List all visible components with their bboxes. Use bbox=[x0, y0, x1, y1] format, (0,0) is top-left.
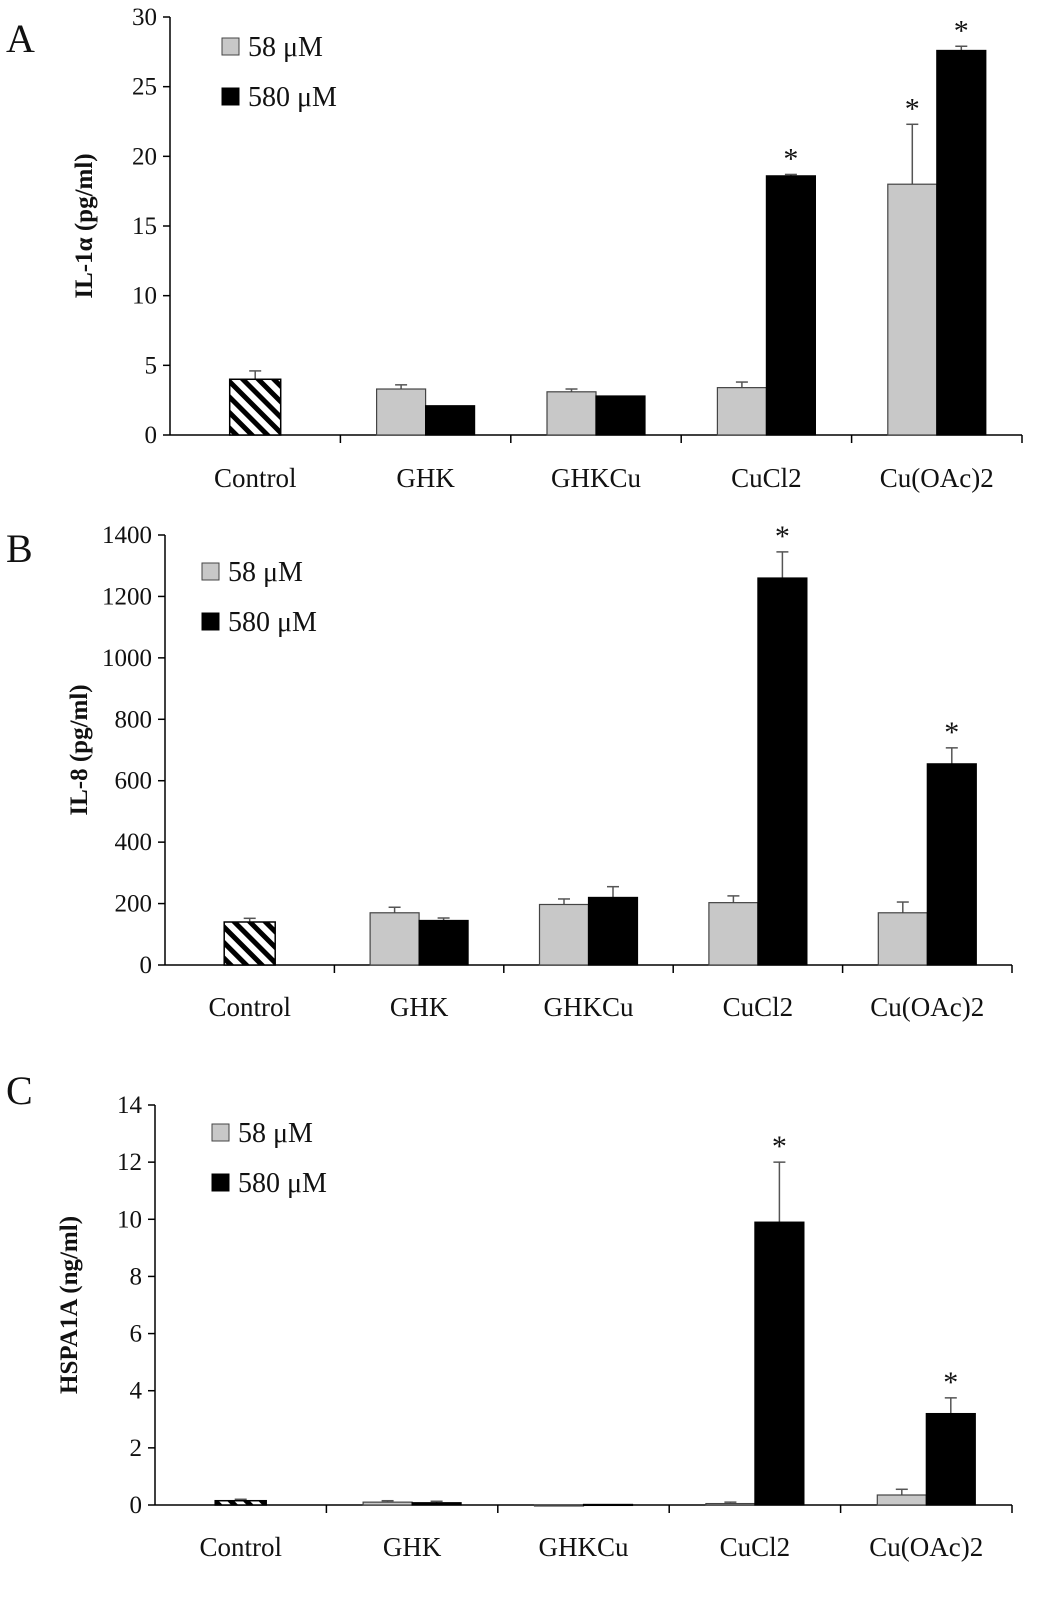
legend-swatch-580uM bbox=[221, 87, 240, 106]
y-tick-label: 4 bbox=[130, 1378, 143, 1405]
bar-control bbox=[228, 378, 282, 436]
bar-58uM bbox=[369, 912, 420, 966]
panel-a: A 0 5 10 15 20 25 30 IL-1α (pg/ml) Control GHK GHKC… bbox=[0, 0, 1050, 520]
y-tick-label: 5 bbox=[145, 352, 158, 379]
legend: 58 μM 580 μM bbox=[221, 32, 337, 113]
bar-580uM bbox=[411, 1502, 462, 1506]
x-category-label: GHKCu bbox=[543, 992, 634, 1022]
y-tick-label: 0 bbox=[145, 422, 158, 449]
legend: 58 μM 580 μM bbox=[201, 557, 317, 638]
bar-control bbox=[214, 1499, 267, 1506]
x-category-label: Cu(OAc)2 bbox=[880, 463, 994, 493]
y-tick-label: 12 bbox=[117, 1149, 142, 1176]
bar-58uM bbox=[533, 1504, 585, 1507]
bar-58uM bbox=[877, 912, 928, 966]
legend-swatch-580uM bbox=[201, 612, 220, 631]
y-tick-label: 0 bbox=[140, 952, 153, 979]
y-tick-label: 10 bbox=[117, 1206, 142, 1233]
bar-58uM bbox=[538, 903, 590, 966]
x-category-label: Control bbox=[199, 1532, 282, 1562]
il1a-chart: A 0 5 10 15 20 25 30 IL-1α (pg/ml) Control GHK GHKC… bbox=[6, 4, 1023, 493]
legend-swatch-58uM bbox=[201, 562, 220, 581]
hspa1a-chart: C 0 2 4 6 8 10 12 14 HSPA1A (ng/ml) Control GHK GHKC… bbox=[6, 1068, 1013, 1562]
il8-chart: B 0 200 400 600 800 1000 1200 1400 IL-8 (pg/ml) Co… bbox=[6, 520, 1013, 1022]
y-tick-label: 10 bbox=[132, 283, 157, 310]
legend-swatch-58uM bbox=[211, 1123, 230, 1142]
y-tick-label: 30 bbox=[132, 4, 157, 31]
bar-58uM bbox=[887, 183, 938, 436]
bar-control bbox=[223, 921, 276, 966]
y-tick-label: 2 bbox=[130, 1435, 143, 1462]
bar-58uM bbox=[546, 391, 597, 436]
bar-58uM bbox=[362, 1501, 413, 1506]
x-category-label: Control bbox=[208, 992, 291, 1022]
significance-star: * bbox=[783, 142, 798, 175]
y-tick-label: 200 bbox=[115, 891, 153, 918]
y-tick-label: 1000 bbox=[102, 645, 152, 672]
y-tick-label: 15 bbox=[132, 213, 157, 240]
legend-swatch-58uM bbox=[221, 37, 240, 56]
bar-580uM bbox=[925, 1412, 976, 1506]
panel-b: B 0 200 400 600 800 1000 1200 1400 IL-8 (pg/ml) Co… bbox=[0, 520, 1050, 1050]
significance-star: * bbox=[772, 1130, 787, 1163]
bar-580uM bbox=[582, 1503, 634, 1507]
x-category-label: GHKCu bbox=[551, 463, 642, 493]
y-tick-label: 800 bbox=[115, 706, 153, 733]
bar-580uM bbox=[926, 763, 977, 966]
legend-label-580uM: 580 μM bbox=[248, 82, 337, 113]
bar-580uM bbox=[936, 49, 987, 436]
y-axis-label: IL-8 (pg/ml) bbox=[66, 684, 93, 815]
panel-letter-c: C bbox=[6, 1068, 33, 1113]
y-tick-label: 6 bbox=[130, 1321, 143, 1348]
bar-58uM bbox=[876, 1494, 927, 1506]
y-tick-label: 0 bbox=[130, 1492, 143, 1519]
bar-580uM bbox=[754, 1221, 805, 1506]
x-category-label: Cu(OAc)2 bbox=[869, 1532, 983, 1562]
bar-580uM bbox=[418, 919, 469, 966]
y-axis-label: HSPA1A (ng/ml) bbox=[56, 1216, 83, 1394]
y-tick-label: 1200 bbox=[102, 583, 152, 610]
bar-58uM bbox=[708, 902, 759, 966]
x-category-label: GHK bbox=[390, 992, 449, 1022]
x-category-label: CuCl2 bbox=[720, 1532, 791, 1562]
significance-star: * bbox=[905, 92, 920, 125]
legend-label-580uM: 580 μM bbox=[228, 607, 317, 638]
y-tick-label: 1400 bbox=[102, 522, 152, 549]
significance-star: * bbox=[943, 1366, 958, 1399]
significance-star: * bbox=[944, 716, 959, 749]
x-category-label: CuCl2 bbox=[731, 463, 802, 493]
x-category-label: GHKCu bbox=[538, 1532, 629, 1562]
y-tick-label: 600 bbox=[115, 768, 153, 795]
bar-580uM bbox=[587, 896, 639, 966]
y-tick-label: 400 bbox=[115, 829, 153, 856]
x-category-label: Cu(OAc)2 bbox=[870, 992, 984, 1022]
panel-letter-b: B bbox=[6, 526, 33, 571]
x-category-label: GHK bbox=[396, 463, 455, 493]
bar-58uM bbox=[716, 387, 768, 436]
bar-580uM bbox=[757, 577, 808, 966]
x-category-label: CuCl2 bbox=[723, 992, 794, 1022]
bar-580uM bbox=[595, 395, 646, 436]
bar-58uM bbox=[705, 1502, 756, 1506]
significance-star: * bbox=[775, 520, 790, 553]
y-tick-label: 25 bbox=[132, 74, 157, 101]
y-tick-label: 14 bbox=[117, 1092, 143, 1119]
y-axis-label: IL-1α (pg/ml) bbox=[71, 153, 98, 298]
bar-58uM bbox=[376, 388, 427, 436]
significance-star: * bbox=[954, 14, 969, 47]
legend-label-58uM: 58 μM bbox=[248, 32, 323, 63]
bar-580uM bbox=[765, 175, 817, 436]
legend-swatch-580uM bbox=[211, 1173, 230, 1192]
x-category-label: GHK bbox=[383, 1532, 442, 1562]
legend-label-580uM: 580 μM bbox=[238, 1168, 327, 1199]
panel-letter-a: A bbox=[6, 16, 35, 61]
y-tick-label: 20 bbox=[132, 143, 157, 170]
panel-c: C 0 2 4 6 8 10 12 14 HSPA1A (ng/ml) Control GHK GHKC… bbox=[0, 1056, 1050, 1604]
x-category-label: Control bbox=[214, 463, 297, 493]
y-tick-label: 8 bbox=[130, 1263, 143, 1290]
legend: 58 μM 580 μM bbox=[211, 1118, 327, 1199]
bar-580uM bbox=[425, 405, 476, 436]
legend-label-58uM: 58 μM bbox=[238, 1118, 313, 1149]
legend-label-58uM: 58 μM bbox=[228, 557, 303, 588]
